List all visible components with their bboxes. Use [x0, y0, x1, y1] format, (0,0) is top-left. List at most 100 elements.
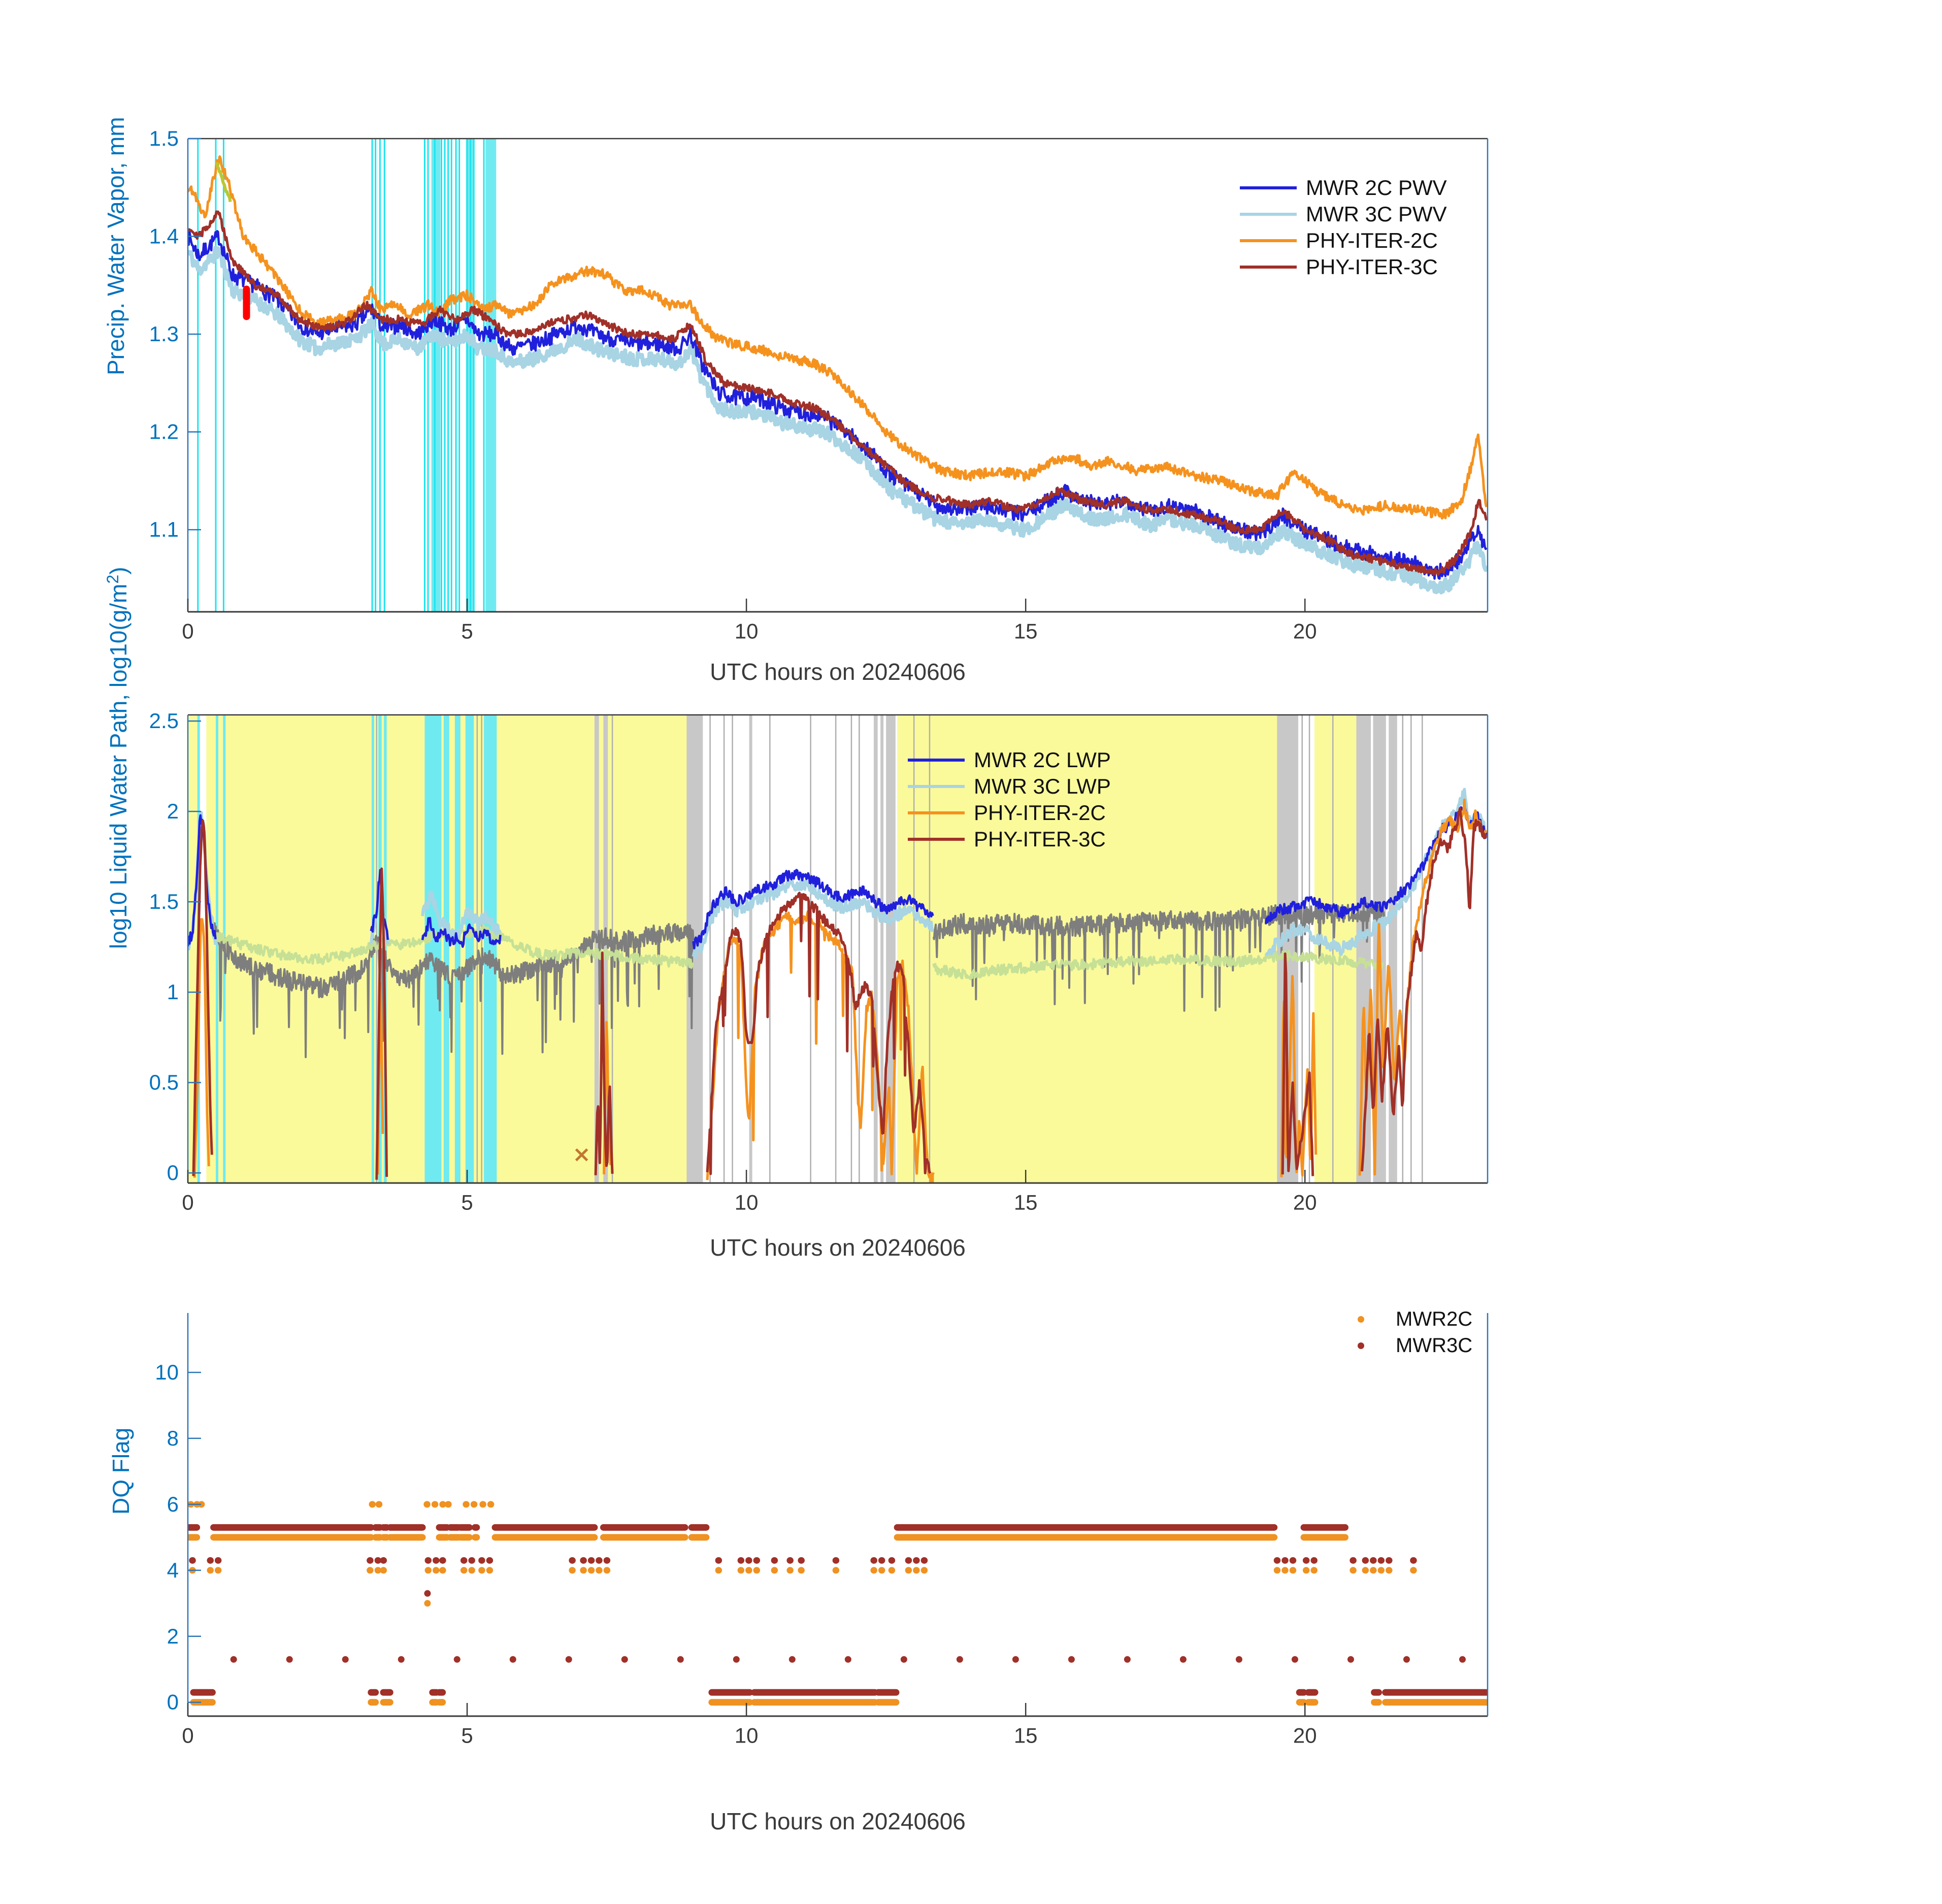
series-phy-iter-3c [188, 210, 1488, 576]
cyan-band [384, 715, 387, 1183]
gray-band [880, 715, 884, 1183]
pwv-y-tick-label: 1.1 [149, 517, 179, 541]
dq-dot-mwr3c [733, 1656, 740, 1663]
dq-legend: MWR2C MWR3C [1352, 1306, 1472, 1359]
lwp-panel: 0 5 10 15 20 0 0.5 1 1.5 2 2.5 [149, 709, 1489, 1214]
series-phy-iter-2c [193, 918, 210, 1178]
pwv-axes: 0 5 10 15 20 1.1 1.2 1.3 1.4 1.5 [149, 126, 1489, 643]
dq-dot-mwr3c [788, 1656, 796, 1663]
dq-y-tick-label: 2 [167, 1624, 179, 1648]
dq-dot-mwr3c [509, 1656, 516, 1663]
lwp-x-tick-label: 15 [1014, 1190, 1038, 1214]
dq-dot-mwr3c [900, 1656, 907, 1663]
dq-dot-mwr3c [398, 1656, 405, 1663]
cyan-band [484, 715, 497, 1183]
pwv-x-tick-label: 10 [735, 619, 759, 643]
legend-item-phyiter3c-lwp: PHY-ITER-3C [908, 826, 1111, 852]
gray-band [886, 715, 896, 1183]
dq-dot-mwr3c [1347, 1656, 1354, 1663]
dq-dot-mwr3c [424, 1590, 431, 1597]
x-marker [575, 1148, 588, 1162]
gray-band [749, 715, 752, 1183]
lwp-y-tick-label: 2.5 [149, 709, 179, 733]
dq-axes: 0 5 10 15 20 0 2 4 6 8 10 [155, 1313, 1489, 1747]
lwp-y-tick-label: 0 [167, 1161, 179, 1185]
series-mwr-2c-pwv [188, 230, 1488, 580]
dq-y-tick-label: 10 [155, 1360, 179, 1384]
gray-band [873, 715, 878, 1183]
series-mwr-3c-lwp [421, 890, 502, 943]
cyan-band [424, 715, 442, 1183]
series-mwr-3c-pwv [188, 245, 1488, 595]
series-phy-iter-3c [594, 951, 614, 1175]
series-mwr-3c-flagged [932, 949, 1384, 980]
lwp-x-axis-label: UTC hours on 20240606 [710, 1234, 966, 1261]
dq-dot-mwr3c [1012, 1656, 1019, 1663]
lwp-x-tick-label: 5 [461, 1190, 473, 1214]
series-flagged-segment [215, 161, 232, 203]
lwp-y-tick-label: 2 [167, 799, 179, 823]
legend-label: PHY-ITER-2C [974, 801, 1106, 825]
legend-label: MWR 3C LWP [974, 774, 1111, 798]
dq-x-tick-label: 10 [735, 1723, 759, 1747]
dq-x-tick-label: 15 [1014, 1723, 1038, 1747]
cyan-band [216, 715, 219, 1183]
mwr3c-line-swatch [908, 785, 965, 788]
legend-item-phyiter2c-pwv: PHY-ITER-2C [1240, 227, 1447, 254]
dq-dot-mwr3c [1068, 1656, 1075, 1663]
dq-dot-mwr3c [621, 1656, 628, 1663]
legend-label: MWR 2C PWV [1306, 176, 1447, 200]
pwv-x-axis-label: UTC hours on 20240606 [710, 659, 966, 685]
dq-dot-mwr3c [956, 1656, 963, 1663]
lwp-x-tick-label: 0 [182, 1190, 193, 1214]
pwv-x-tick-label: 15 [1014, 619, 1038, 643]
dq-dot-mwr3c [677, 1656, 684, 1663]
series-phy-iter-3c [375, 867, 388, 1180]
cyan-band [485, 139, 497, 612]
pwv-panel: 0 5 10 15 20 1.1 1.2 1.3 1.4 1.5 [149, 126, 1489, 643]
phyiter2c-line-swatch [908, 811, 965, 814]
legend-label: PHY-ITER-2C [1306, 228, 1438, 252]
series-phy-iter-3c [706, 892, 932, 1175]
pwv-y-tick-label: 1.2 [149, 420, 179, 444]
legend-label: PHY-ITER-3C [1306, 255, 1438, 279]
series-phy-iter-2c [706, 910, 935, 1183]
series-mwr-2c-flagged [212, 922, 695, 1059]
series-phy-iter-2c [188, 155, 1488, 520]
dq-dot-mwr3c [342, 1656, 349, 1663]
legend-label: PHY-ITER-3C [974, 827, 1106, 851]
legend-item-mwr3c-flag: MWR3C [1352, 1332, 1472, 1359]
gray-band [1356, 715, 1371, 1183]
mwr2c-dot-swatch [1358, 1316, 1364, 1323]
cyan-band [454, 715, 460, 1183]
series-phy-iter-2c [1358, 798, 1488, 1176]
series-phy-iter-3c [1281, 952, 1314, 1176]
mwr2c-line-swatch [908, 759, 965, 762]
cyan-band [431, 139, 441, 612]
lwp-y-tick-label: 1.5 [149, 890, 179, 913]
dq-y-tick-label: 0 [167, 1690, 179, 1714]
dq-dot-mwr3c [1291, 1656, 1298, 1663]
dq-dot-mwr3c [453, 1656, 460, 1663]
mwr2c-line-swatch [1240, 186, 1297, 189]
pwv-y-tick-label: 1.4 [149, 224, 179, 248]
series-mwr-3c-lwp [692, 879, 934, 959]
series-mwr-2c-flagged [932, 902, 1387, 1012]
series-phy-iter-3c [192, 819, 213, 1176]
legend-label: MWR 2C LWP [974, 748, 1111, 772]
dq-dot-mwr3c [286, 1656, 293, 1663]
dq-dot-mwr3c [844, 1656, 851, 1663]
lwp-legend: MWR 2C LWP MWR 3C LWP PHY-ITER-2C PHY-IT… [908, 747, 1111, 852]
dq-dot-mwr3c [1403, 1656, 1410, 1663]
pwv-x-tick-label: 0 [182, 619, 193, 643]
phyiter3c-line-swatch [1240, 266, 1297, 269]
yellow-flag-band [897, 715, 1277, 1183]
dq-dot-mwr3c [1179, 1656, 1187, 1663]
legend-item-mwr3c-pwv: MWR 3C PWV [1240, 201, 1447, 227]
lwp-y-tick-label: 1 [167, 980, 179, 1004]
lwp-x-tick-label: 10 [735, 1190, 759, 1214]
dq-x-tick-label: 20 [1293, 1723, 1317, 1747]
series-mwr-2c-lwp [421, 916, 502, 948]
